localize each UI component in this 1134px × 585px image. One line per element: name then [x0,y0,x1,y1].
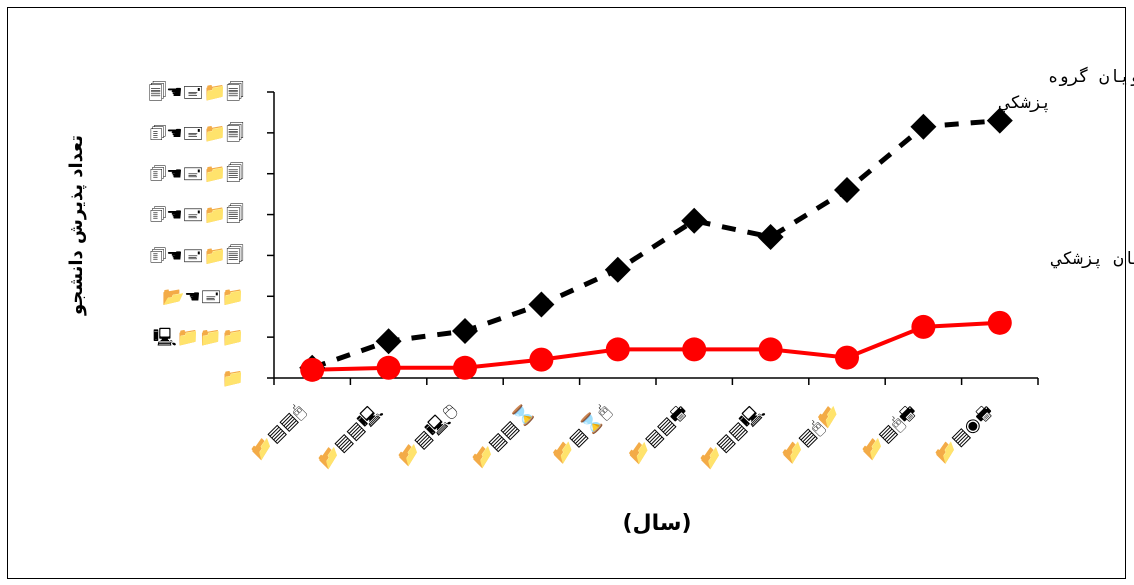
chart-frame [7,7,1126,579]
data-point-circle [682,337,707,362]
data-point-circle [605,337,630,362]
x-tick-label: 📂▤⌛🖰 [548,400,615,467]
x-tick-label: 📂▤🖳🖰 [394,400,463,469]
data-point-diamond [528,291,555,318]
x-tick-label: 📂▤◉🖶 [931,401,997,467]
data-point-diamond [604,256,631,283]
x-tick-label: 📂▤🖰🖶 [859,401,921,463]
data-point-circle [758,337,783,362]
x-tick-label: 📂▤▤🖰 [247,401,310,464]
y-tick-label: 📂☚🖃📁 [162,286,244,307]
data-point-circle [911,314,936,339]
y-axis-title: تعداد پذيرش دانشجو [66,135,87,316]
series-line [312,320,1000,372]
data-point-circle [376,355,401,380]
y-tick-label: 📁 [222,368,244,389]
data-point-diamond [757,224,784,251]
x-tick-label: 📂▤🖰📂 [778,401,844,467]
data-point-diamond [910,113,937,140]
y-tick-label: 🗐☚🖃📁🗐 [148,81,244,103]
y-tick-label: 🗊☚🖃📁🗐 [150,122,244,144]
data-point-diamond [452,318,478,345]
y-tick-label: 🗊☚🖃📁🗐 [150,244,244,266]
x-tick-label: 📂▤▤🖳 [696,400,768,472]
data-point-circle [987,310,1012,335]
y-tick-label: 🗊☚🖃📁🗐 [150,163,244,185]
y-tick-label: 🖳📁📁📁 [153,326,244,348]
y-tick-labels: 📁 🖳📁📁📁 📂☚🖃📁 🗊☚🖃📁🗐 🗊☚🖃📁🗐 🗊☚🖃📁🗐 🗊☚🖃📁🗐 🗐☚🖃📁🗐 [148,81,274,389]
x-axis-title: (سال) [622,511,691,536]
data-point-circle [529,347,554,372]
series-label-medical: دانشجويان پزشكي [1050,249,1134,269]
data-point-diamond [986,107,1013,134]
series-line [311,118,1000,371]
data-point-diamond [681,207,708,234]
data-point-circle [453,355,477,380]
series-markers [299,107,1013,382]
data-point-circle [300,357,325,382]
data-point-diamond [375,328,402,355]
x-tick-label: 📂▤▤🖶 [625,401,692,468]
data-point-diamond [834,177,860,204]
x-tick-label: 📂▤▤⌛ [468,400,539,471]
y-tick-label: 🗊☚🖃📁🗐 [150,204,244,226]
x-tick-labels: 📂▤▤🖰 📂▤▤🖳 📂▤🖳🖰 📂▤▤⌛ 📂▤⌛🖰 📂▤▤🖶 📂▤▤🖳 📂▤🖰📂 📂▤🖰🖶 📂▤◉🖶 [247,378,1039,472]
data-point-circle [835,345,859,370]
x-tick-label: 📂▤▤🖳 [314,400,386,472]
series-lines [311,118,1000,372]
